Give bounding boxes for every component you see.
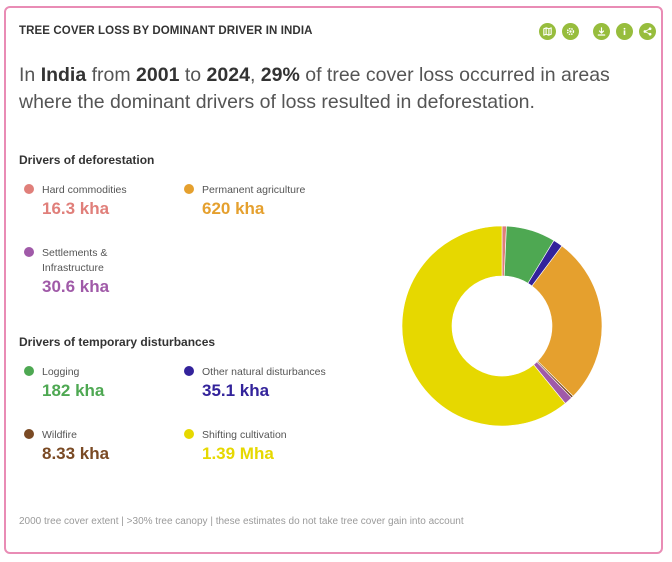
legend-label: Other natural disturbances: [202, 366, 326, 378]
donut-slice-permanent-agriculture[interactable]: [531, 245, 603, 397]
legend-dot: [184, 429, 194, 439]
settings-icon: [566, 27, 575, 36]
legend-value: 182 kha: [42, 381, 105, 400]
legend-value: 8.33 kha: [42, 444, 110, 463]
widget-toolbar: [539, 23, 656, 40]
summary-location: India: [40, 64, 87, 86]
legend-label: Logging: [42, 366, 80, 378]
legend-value: 35.1 kha: [202, 381, 270, 400]
info-button[interactable]: [616, 23, 633, 40]
settings-button[interactable]: [562, 23, 579, 40]
legend-label: Hard commodities: [42, 184, 127, 196]
legend-item-logging: Logging 182 kha: [24, 365, 184, 401]
info-icon: [623, 27, 626, 35]
legend-dot: [24, 247, 34, 257]
legend-label: Permanent agriculture: [202, 184, 306, 196]
legend-dot: [24, 366, 34, 376]
share-button[interactable]: [639, 23, 656, 40]
widget-title: TREE COVER LOSS BY DOMINANT DRIVER IN IN…: [19, 25, 313, 37]
donut-chart: [401, 225, 603, 427]
download-button[interactable]: [593, 23, 610, 40]
summary-percent: 29%: [260, 64, 300, 86]
legend-dot: [24, 184, 34, 194]
legend-value: 1.39 Mha: [202, 444, 274, 463]
legend-label: Wildfire: [42, 429, 78, 441]
legend-label: Shifting cultivation: [202, 429, 287, 441]
legend-value: 30.6 kha: [42, 277, 110, 296]
map-icon: [543, 27, 552, 36]
legend-label: Settlements & Infrastructure: [42, 247, 108, 274]
legend-dot: [184, 184, 194, 194]
legend-dot: [24, 429, 34, 439]
summary-sentence: In India from 2001 to 2024, 29% of tree …: [19, 64, 610, 113]
legend-item-other-natural-disturbances: Other natural disturbances 35.1 kha: [184, 365, 354, 401]
donut-slice-shifting-cultivation[interactable]: [401, 225, 566, 427]
legend-item-hard-commodities: Hard commodities 16.3 kha: [24, 183, 184, 219]
map-button[interactable]: [539, 23, 556, 40]
legend-value: 16.3 kha: [42, 199, 110, 218]
footer-note: 2000 tree cover extent | >30% tree canop…: [19, 516, 464, 527]
disturbances-heading: Drivers of temporary disturbances: [19, 335, 216, 349]
legend-dot: [184, 366, 194, 376]
legend-value: 620 kha: [202, 199, 265, 218]
summary-start-year: 2001: [136, 64, 180, 86]
legend-item-shifting-cultivation: Shifting cultivation 1.39 Mha: [184, 428, 344, 464]
deforestation-heading: Drivers of deforestation: [19, 153, 155, 167]
download-icon: [597, 27, 606, 36]
share-icon: [643, 27, 652, 36]
legend-item-permanent-agriculture: Permanent agriculture 620 kha: [184, 183, 344, 219]
legend-item-settlements: Settlements & Infrastructure 30.6 kha: [24, 246, 134, 297]
summary-end-year: 2024: [206, 64, 250, 86]
legend-item-wildfire: Wildfire 8.33 kha: [24, 428, 184, 464]
